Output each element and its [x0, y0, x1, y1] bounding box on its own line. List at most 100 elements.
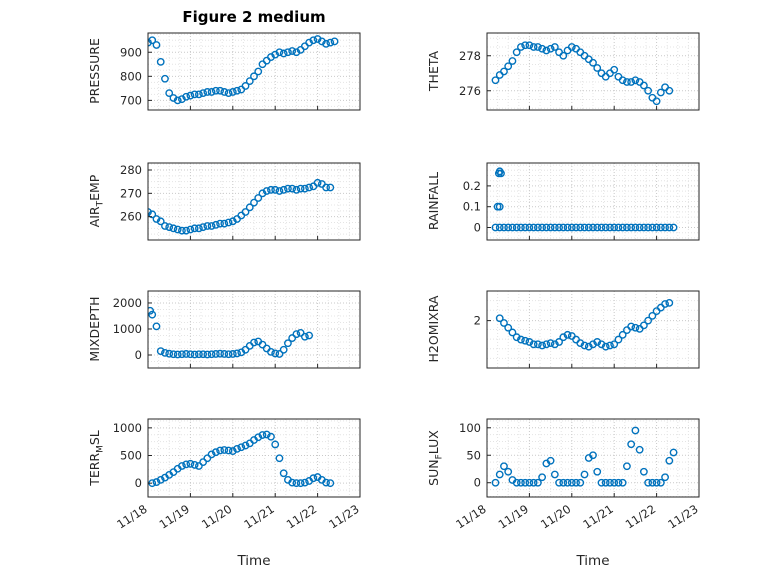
data-point — [267, 347, 275, 356]
data-point — [491, 478, 500, 487]
data-point — [254, 67, 263, 76]
data-point — [521, 478, 530, 487]
data-point — [165, 223, 174, 232]
x-tick-label: 11/20 — [199, 502, 234, 532]
data-point — [228, 217, 237, 226]
data-point — [224, 218, 233, 227]
data-point — [555, 48, 563, 57]
data-point — [228, 88, 237, 96]
data-point — [199, 350, 208, 359]
scatter-series — [148, 178, 335, 235]
data-point — [597, 223, 606, 232]
data-point — [237, 85, 246, 94]
data-point — [606, 341, 614, 350]
data-point — [529, 43, 538, 51]
data-point — [661, 223, 669, 232]
major-grid — [148, 419, 360, 497]
data-point — [550, 223, 559, 232]
data-point — [533, 223, 542, 232]
data-point — [508, 223, 517, 232]
data-point — [635, 325, 644, 333]
data-point — [161, 74, 169, 83]
data-point — [161, 222, 169, 230]
data-point — [580, 223, 589, 232]
data-point — [563, 223, 572, 232]
data-point — [207, 88, 216, 96]
data-point — [644, 478, 653, 487]
x-tick-label: 11/19 — [157, 502, 192, 532]
plot-canvas-air_temp: 260 270 280 — [120, 162, 361, 241]
data-point — [559, 223, 568, 232]
data-point — [156, 57, 165, 66]
data-point — [572, 223, 580, 232]
data-point — [313, 178, 322, 187]
data-point — [186, 91, 195, 100]
x-tick-label: 11/20 — [538, 502, 573, 532]
data-point — [639, 223, 648, 232]
x-tick-label: 11/23 — [326, 502, 361, 532]
data-point — [614, 478, 623, 487]
x-tick-label: 11/19 — [496, 502, 531, 532]
data-point — [161, 349, 169, 357]
data-point — [508, 57, 517, 65]
data-point — [631, 323, 640, 332]
data-point — [250, 72, 258, 81]
data-point — [309, 182, 318, 191]
data-point — [533, 340, 542, 349]
data-point — [216, 86, 224, 95]
subplot-theta: 276 278 THETA — [426, 25, 709, 118]
data-point — [178, 350, 186, 359]
data-point — [618, 76, 627, 85]
data-point — [546, 44, 555, 53]
data-point — [309, 36, 318, 45]
data-point — [199, 458, 208, 467]
minor-grid — [487, 163, 699, 240]
data-point — [584, 55, 593, 64]
axes-box — [147, 32, 361, 111]
x-tick-label: 11/22 — [284, 502, 319, 532]
data-point — [211, 448, 220, 457]
data-point — [203, 454, 212, 463]
data-point — [305, 331, 314, 340]
data-point — [546, 223, 555, 232]
data-point — [639, 81, 648, 90]
data-point — [521, 223, 530, 232]
data-point — [156, 475, 165, 484]
data-point — [258, 189, 267, 198]
subplot-terr-msl: 0 500 1000 11/18 11/19 11/20 11/21 11/22 11/23 TE… — [87, 411, 370, 559]
data-point — [589, 223, 597, 232]
scatter-series — [495, 298, 674, 351]
data-point — [584, 223, 593, 232]
data-point — [228, 350, 237, 358]
data-point — [538, 341, 547, 350]
data-point — [275, 350, 284, 358]
data-point — [627, 322, 636, 331]
figure-title: Figure 2 medium — [182, 8, 326, 26]
data-point — [326, 38, 335, 47]
data-point — [521, 41, 530, 50]
plot-canvas-rainfall: 0 0.1 0.2 — [463, 162, 700, 241]
data-point — [529, 223, 538, 232]
x-tick-label: 11/18 — [114, 502, 149, 532]
data-point — [508, 328, 517, 337]
y-tick-label: 900 — [120, 45, 142, 59]
data-point — [572, 478, 580, 487]
data-point — [224, 350, 233, 359]
major-grid — [487, 291, 699, 368]
data-point — [148, 306, 155, 315]
y-tick-label: 0.1 — [463, 200, 481, 214]
data-point — [152, 41, 161, 49]
data-point — [665, 456, 674, 465]
data-point — [203, 88, 212, 96]
x-tick-label: 11/23 — [665, 502, 700, 532]
data-point — [199, 223, 208, 232]
data-point — [500, 67, 508, 76]
major-grid — [487, 163, 699, 240]
data-point — [495, 223, 504, 232]
data-point — [199, 89, 208, 98]
data-point — [237, 211, 246, 220]
data-point — [648, 223, 657, 232]
data-point — [309, 474, 318, 483]
data-point — [288, 478, 297, 487]
